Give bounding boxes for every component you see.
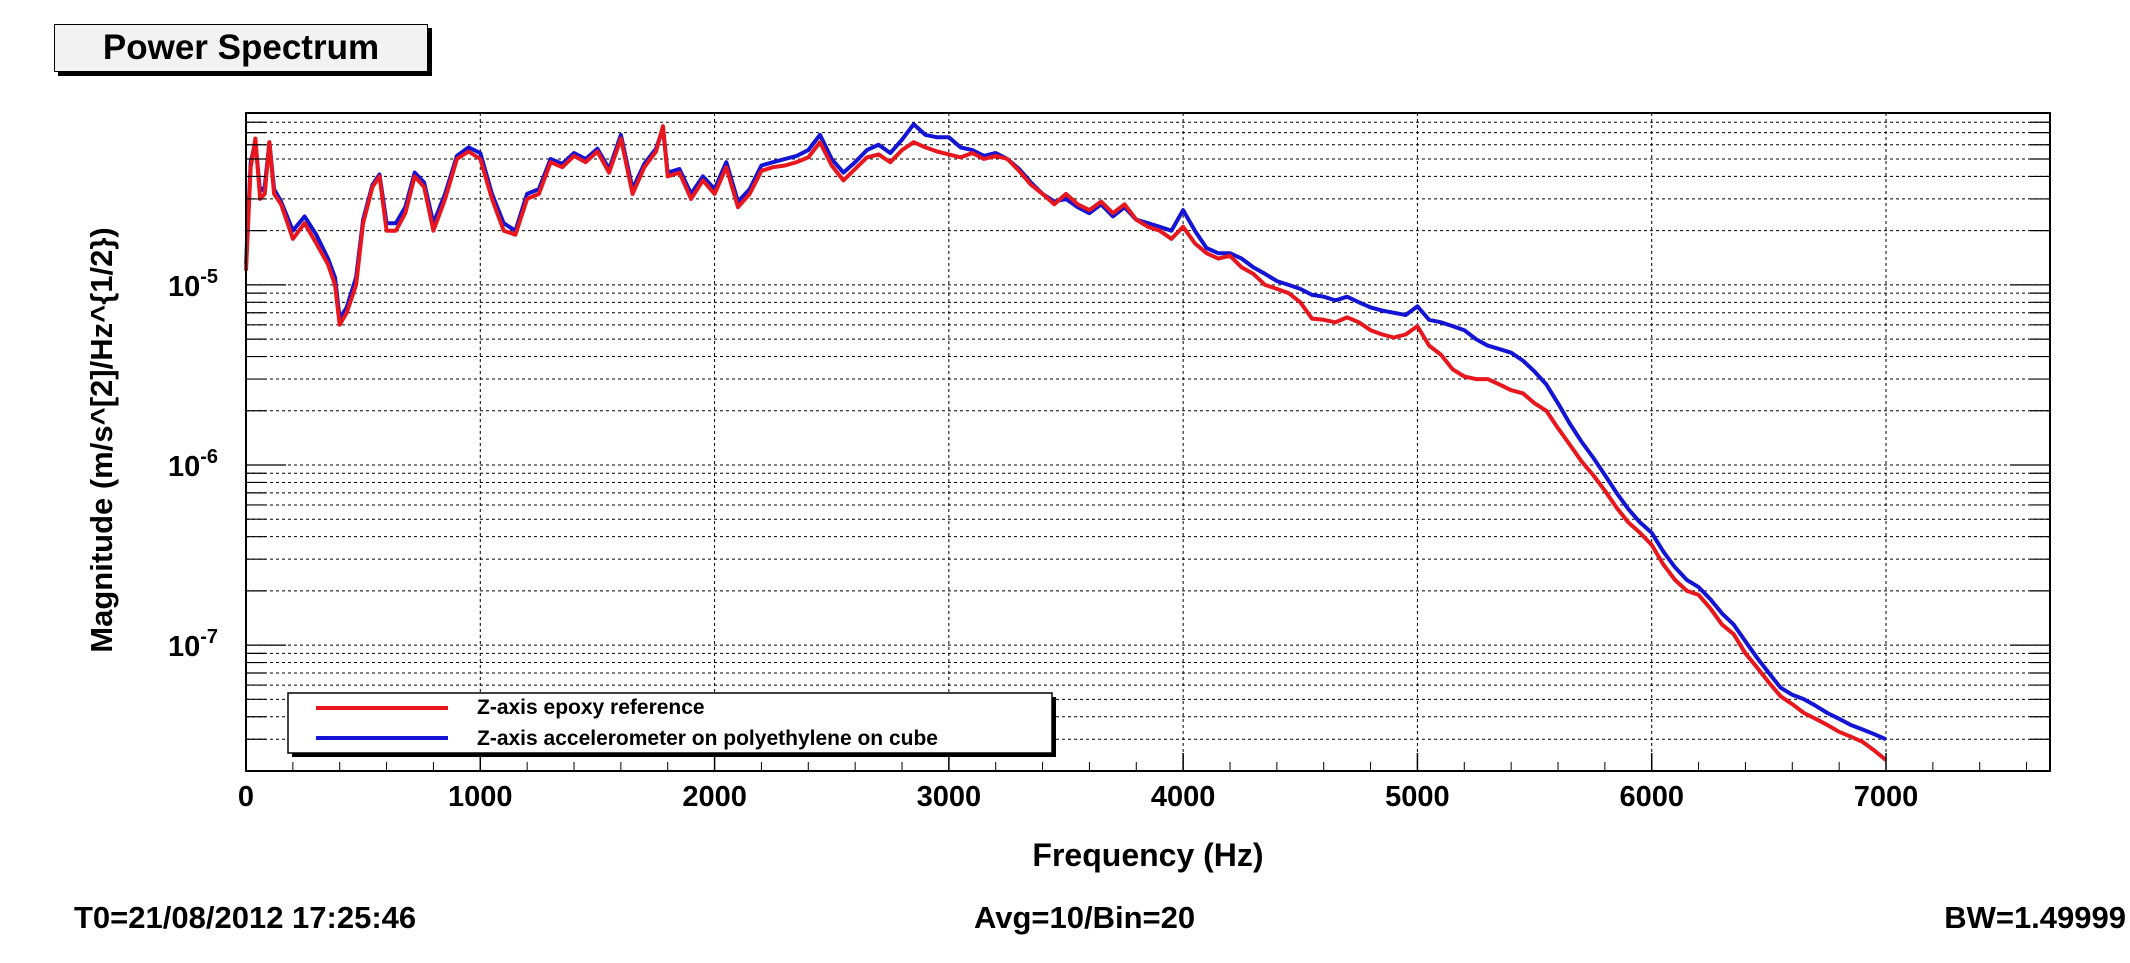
plot-frame bbox=[245, 112, 2051, 772]
x-tick-label-1: 1000 bbox=[448, 781, 513, 813]
data-series bbox=[244, 122, 1888, 762]
y-tick-label-2: 10-5 bbox=[168, 266, 218, 303]
x-tick-label-3: 3000 bbox=[917, 781, 982, 813]
legend-label-1: Z-axis accelerometer on polyethylene on … bbox=[477, 727, 938, 750]
x-tick-label-4: 4000 bbox=[1151, 781, 1216, 813]
grid bbox=[246, 112, 2050, 772]
legend: Z-axis epoxy reference Z-axis accelerome… bbox=[287, 692, 1056, 757]
y-axis-label: Magnitude (m/s^[2]/Hz^{1/2}) bbox=[84, 227, 119, 652]
legend-label-0: Z-axis epoxy reference bbox=[477, 696, 705, 719]
footer-avg-bin: Avg=10/Bin=20 bbox=[974, 900, 1196, 935]
series-line-0 bbox=[244, 124, 1888, 762]
x-tick-label-2: 2000 bbox=[682, 781, 747, 813]
y-tick-label-1: 10-6 bbox=[168, 446, 218, 483]
x-tick-label-5: 5000 bbox=[1385, 781, 1450, 813]
footer-t0: T0=21/08/2012 17:25:46 bbox=[74, 900, 417, 935]
footer-bandwidth: BW=1.49999 bbox=[1944, 900, 2126, 935]
axis-ticks: 0 1000 2000 3000 4000 5000 6000 7000 10-7 10-6 10-… bbox=[168, 112, 2050, 813]
series-line-1 bbox=[244, 122, 1887, 742]
chart-title: Power Spectrum bbox=[54, 24, 428, 72]
x-tick-label-7: 7000 bbox=[1854, 781, 1919, 813]
x-tick-label-0: 0 bbox=[238, 781, 254, 813]
y-tick-label-0: 10-7 bbox=[168, 626, 218, 663]
x-axis-label: Frequency (Hz) bbox=[1032, 837, 1263, 873]
x-tick-label-6: 6000 bbox=[1619, 781, 1684, 813]
